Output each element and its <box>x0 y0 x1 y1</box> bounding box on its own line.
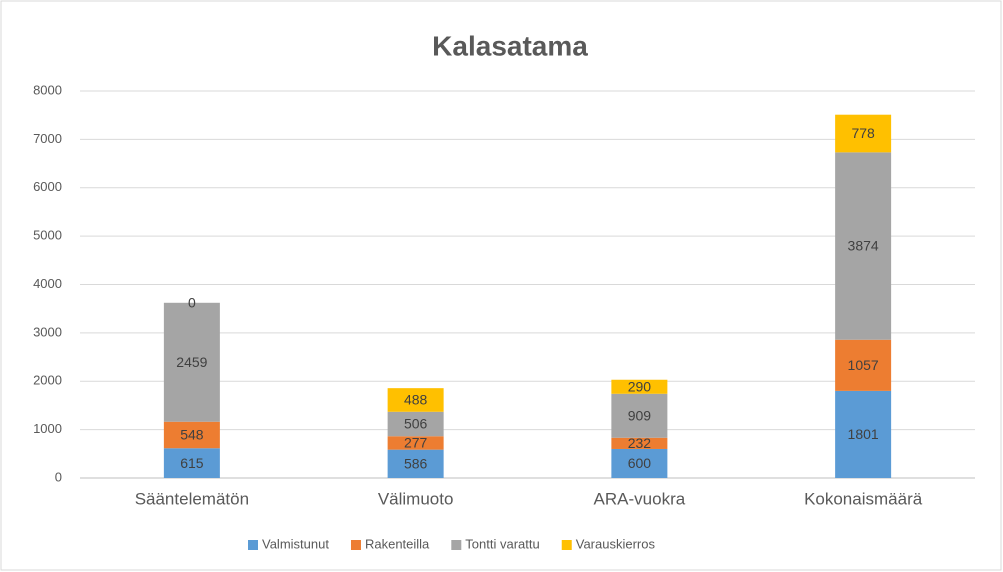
data-label: 0 <box>188 294 196 310</box>
bar-segment <box>835 339 892 391</box>
legend-swatch <box>248 540 258 550</box>
legend-swatch <box>451 540 462 550</box>
bar-segment <box>163 421 220 449</box>
x-tick-label: ARA-vuokra <box>594 489 686 508</box>
data-label: 615 <box>180 455 204 471</box>
data-label: 1057 <box>848 357 879 373</box>
data-label: 600 <box>628 455 652 471</box>
data-label: 909 <box>628 407 652 423</box>
y-tick-label: 3000 <box>33 324 62 339</box>
data-label: 548 <box>180 427 204 443</box>
x-tick-label: Sääntelemätön <box>135 489 249 508</box>
data-label: 488 <box>404 392 428 408</box>
y-tick-label: 4000 <box>33 276 62 291</box>
y-tick-label: 8000 <box>33 82 62 97</box>
legend-label: Valmistunut <box>262 536 329 551</box>
bar-segment <box>835 390 892 478</box>
y-tick-label: 2000 <box>33 373 62 388</box>
legend-label: Rakenteilla <box>365 536 430 551</box>
x-tick-label: Välimuoto <box>378 489 454 508</box>
chart-title: Kalasatama <box>432 30 588 61</box>
data-label: 3874 <box>848 238 879 254</box>
bar-segment <box>611 448 668 478</box>
data-label: 1801 <box>848 426 879 442</box>
data-label: 277 <box>404 435 428 451</box>
y-tick-label: 1000 <box>33 421 62 436</box>
y-tick-label: 6000 <box>33 179 62 194</box>
data-label: 232 <box>628 435 652 451</box>
y-tick-label: 7000 <box>33 131 62 146</box>
bar-segment <box>611 437 668 449</box>
data-label: 778 <box>851 125 875 141</box>
bar-segment <box>163 302 220 422</box>
bar-segment <box>387 436 444 450</box>
data-label: 2459 <box>176 354 207 370</box>
x-tick-label: Kokonaismäärä <box>804 489 923 508</box>
bar-segment <box>387 388 444 412</box>
bar-segment <box>835 152 892 340</box>
bar-segment <box>387 411 444 437</box>
legend-swatch <box>350 540 361 550</box>
bar-segment <box>163 448 220 478</box>
legend-swatch <box>561 540 572 550</box>
y-tick-label: 0 <box>55 469 62 484</box>
legend-label: Varauskierros <box>576 536 656 551</box>
bar-segment <box>835 114 892 153</box>
data-label: 506 <box>404 416 428 432</box>
bar-segment <box>387 449 444 478</box>
data-label: 290 <box>628 378 652 394</box>
bar-segment <box>611 393 668 438</box>
data-label: 586 <box>404 456 428 472</box>
legend-label: Tontti varattu <box>465 536 539 551</box>
y-tick-label: 5000 <box>33 228 62 243</box>
bar-segment <box>611 379 668 394</box>
